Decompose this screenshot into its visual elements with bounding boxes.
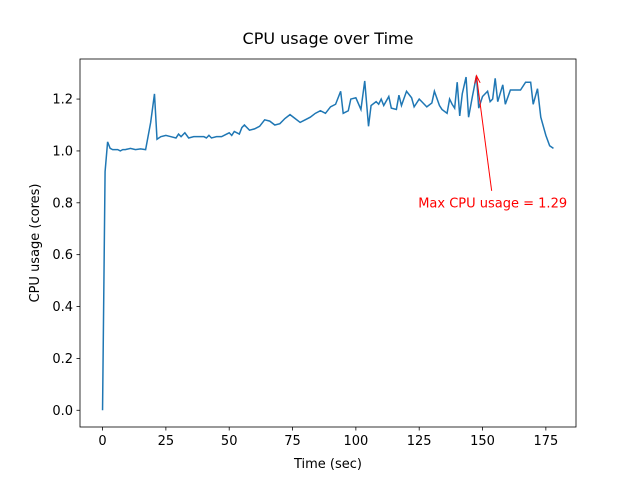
annotation-arrow (475, 75, 493, 191)
y-tick-label: 1.0 (52, 144, 73, 159)
x-tick-label: 175 (533, 434, 558, 449)
annotation-arrowhead (474, 74, 481, 84)
chart-title: CPU usage over Time (243, 29, 414, 48)
x-tick-label: 0 (98, 434, 106, 449)
x-tick-label: 75 (284, 434, 301, 449)
y-tick-label: 0.0 (52, 404, 73, 419)
y-tick-label: 0.2 (52, 352, 73, 367)
y-axis-label: CPU usage (cores) (28, 184, 43, 303)
x-tick-label: 100 (343, 434, 368, 449)
x-tick-label: 50 (221, 434, 238, 449)
annotation-text: Max CPU usage = 1.29 (418, 196, 567, 211)
x-tick-label: 25 (158, 434, 175, 449)
y-tick-label: 1.2 (52, 93, 73, 108)
y-tick-label: 0.4 (52, 300, 73, 315)
x-axis-label: Time (sec) (293, 457, 362, 472)
plot-frame (79, 58, 577, 428)
y-tick-label: 0.8 (52, 196, 73, 211)
line (101, 75, 554, 411)
y-tick-label: 0.6 (52, 248, 73, 263)
x-tick-label: 150 (470, 434, 495, 449)
x-tick-label: 125 (407, 434, 432, 449)
